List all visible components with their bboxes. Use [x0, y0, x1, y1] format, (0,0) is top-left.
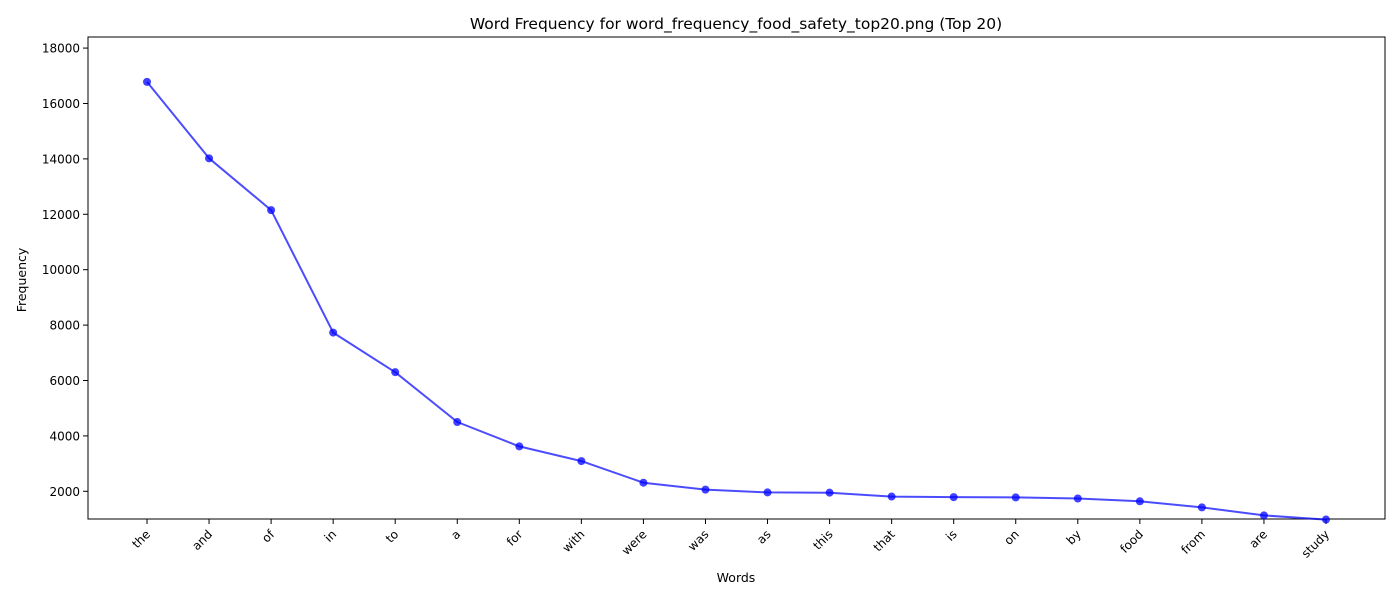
x-tick-label: for [504, 527, 526, 549]
x-tick-label: this [810, 527, 835, 552]
x-tick-label: food [1117, 527, 1146, 556]
y-axis-title: Frequency [14, 247, 29, 312]
x-tick-label: from [1178, 527, 1208, 557]
x-tick-label: and [189, 527, 215, 553]
data-point-is [949, 493, 958, 502]
x-axis-title: Words [717, 570, 756, 585]
y-tick-label: 2000 [49, 485, 80, 499]
series-line [146, 81, 1327, 521]
plot-area-frame [87, 36, 1386, 520]
data-point-with [577, 457, 586, 466]
y-tick-label: 10000 [42, 263, 80, 277]
data-point-of [267, 206, 276, 215]
x-tick-label: was [685, 527, 711, 553]
y-tick-label: 16000 [42, 97, 80, 111]
x-tick-label: were [619, 527, 650, 558]
x-tick-label: study [1299, 527, 1332, 560]
x-tick-label: in [322, 527, 340, 545]
data-point-this [825, 488, 834, 497]
data-point-and [205, 154, 214, 163]
data-point-from [1197, 503, 1206, 512]
x-tick-label: the [129, 527, 153, 551]
x-tick-label: are [1246, 527, 1270, 551]
x-tick-label: by [1064, 527, 1084, 547]
data-point-by [1073, 494, 1082, 503]
data-point-study [1322, 515, 1330, 524]
y-tick-label: 8000 [49, 319, 80, 333]
data-point-to [391, 368, 400, 377]
y-tick-label: 4000 [49, 429, 80, 443]
y-tick-label: 12000 [42, 208, 80, 222]
data-point-a [453, 418, 462, 427]
data-point-were [639, 478, 648, 487]
data-point-was [701, 485, 710, 494]
y-tick-label: 6000 [49, 374, 80, 388]
y-tick-label: 14000 [42, 152, 80, 166]
data-point-on [1011, 493, 1020, 502]
data-point-the [143, 77, 151, 86]
data-point-as [763, 488, 772, 497]
x-tick-label: of [259, 527, 278, 546]
data-point-in [329, 328, 338, 337]
x-tick-label: as [754, 527, 774, 547]
data-point-for [515, 442, 524, 451]
x-tick-label: a [448, 527, 463, 542]
x-tick-label: with [560, 527, 588, 555]
series-frequency [143, 77, 1330, 524]
data-point-are [1259, 511, 1268, 520]
y-tick-label: 18000 [42, 42, 80, 56]
chart-title: Word Frequency for word_frequency_food_s… [470, 15, 1002, 34]
x-tick-label: to [383, 527, 401, 545]
x-axis: the and of in to a for with were was as this that is o… [129, 519, 1332, 561]
x-tick-label: is [943, 527, 960, 544]
data-point-that [887, 492, 896, 501]
data-point-food [1135, 497, 1144, 506]
x-tick-label: that [871, 527, 898, 554]
y-axis: 2000 4000 6000 8000 10000 12000 14000 16000 1800… [42, 42, 88, 499]
x-tick-label: on [1001, 527, 1021, 547]
